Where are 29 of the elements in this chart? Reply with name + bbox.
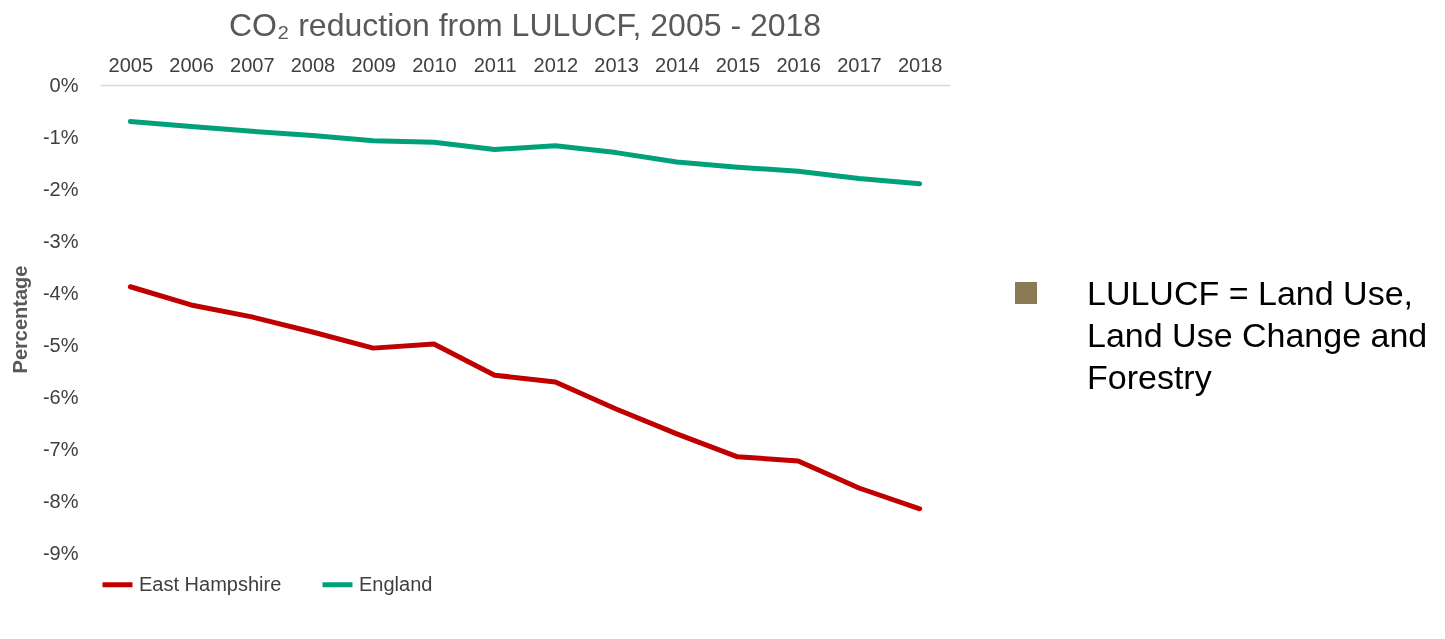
y-tick-label: -9% [42, 541, 79, 564]
y-axis-title: Percentage [8, 265, 31, 374]
y-tick-label: -1% [42, 125, 79, 148]
legend-label: England [359, 572, 433, 595]
x-tick-label: 2016 [776, 53, 821, 76]
x-tick-label: 2008 [290, 53, 336, 76]
x-tick-label: 2011 [473, 53, 517, 76]
x-tick-label: 2005 [108, 53, 154, 76]
y-tick-label: 0% [49, 73, 79, 96]
chart-title: CO₂ reduction from LULUCF, 2005 - 2018 [228, 7, 822, 43]
x-tick-label: 2018 [897, 53, 943, 76]
y-tick-label: -3% [42, 229, 79, 252]
x-tick-label: 2017 [837, 53, 882, 76]
y-tick-label: -8% [42, 489, 79, 512]
y-tick-label: -5% [42, 333, 79, 356]
x-tick-label: 2010 [412, 53, 457, 76]
x-tick-label: 2013 [594, 53, 639, 76]
text: LULUCF = Land Use, Land Use Change and Forestry [1087, 273, 1429, 398]
x-tick-label: 2014 [655, 53, 700, 76]
x-tick-label: 2007 [230, 53, 275, 76]
legend-label: East Hampshire [139, 572, 282, 595]
y-tick-label: -7% [42, 437, 79, 460]
y-tick-label: -2% [42, 177, 79, 200]
y-tick-label: -6% [42, 385, 79, 408]
x-tick-label: 2009 [351, 53, 396, 76]
x-tick-label: 2012 [533, 53, 579, 76]
x-tick-label: 2015 [715, 53, 761, 76]
x-tick-label: 2006 [169, 53, 214, 76]
y-tick-label: -4% [42, 281, 79, 304]
